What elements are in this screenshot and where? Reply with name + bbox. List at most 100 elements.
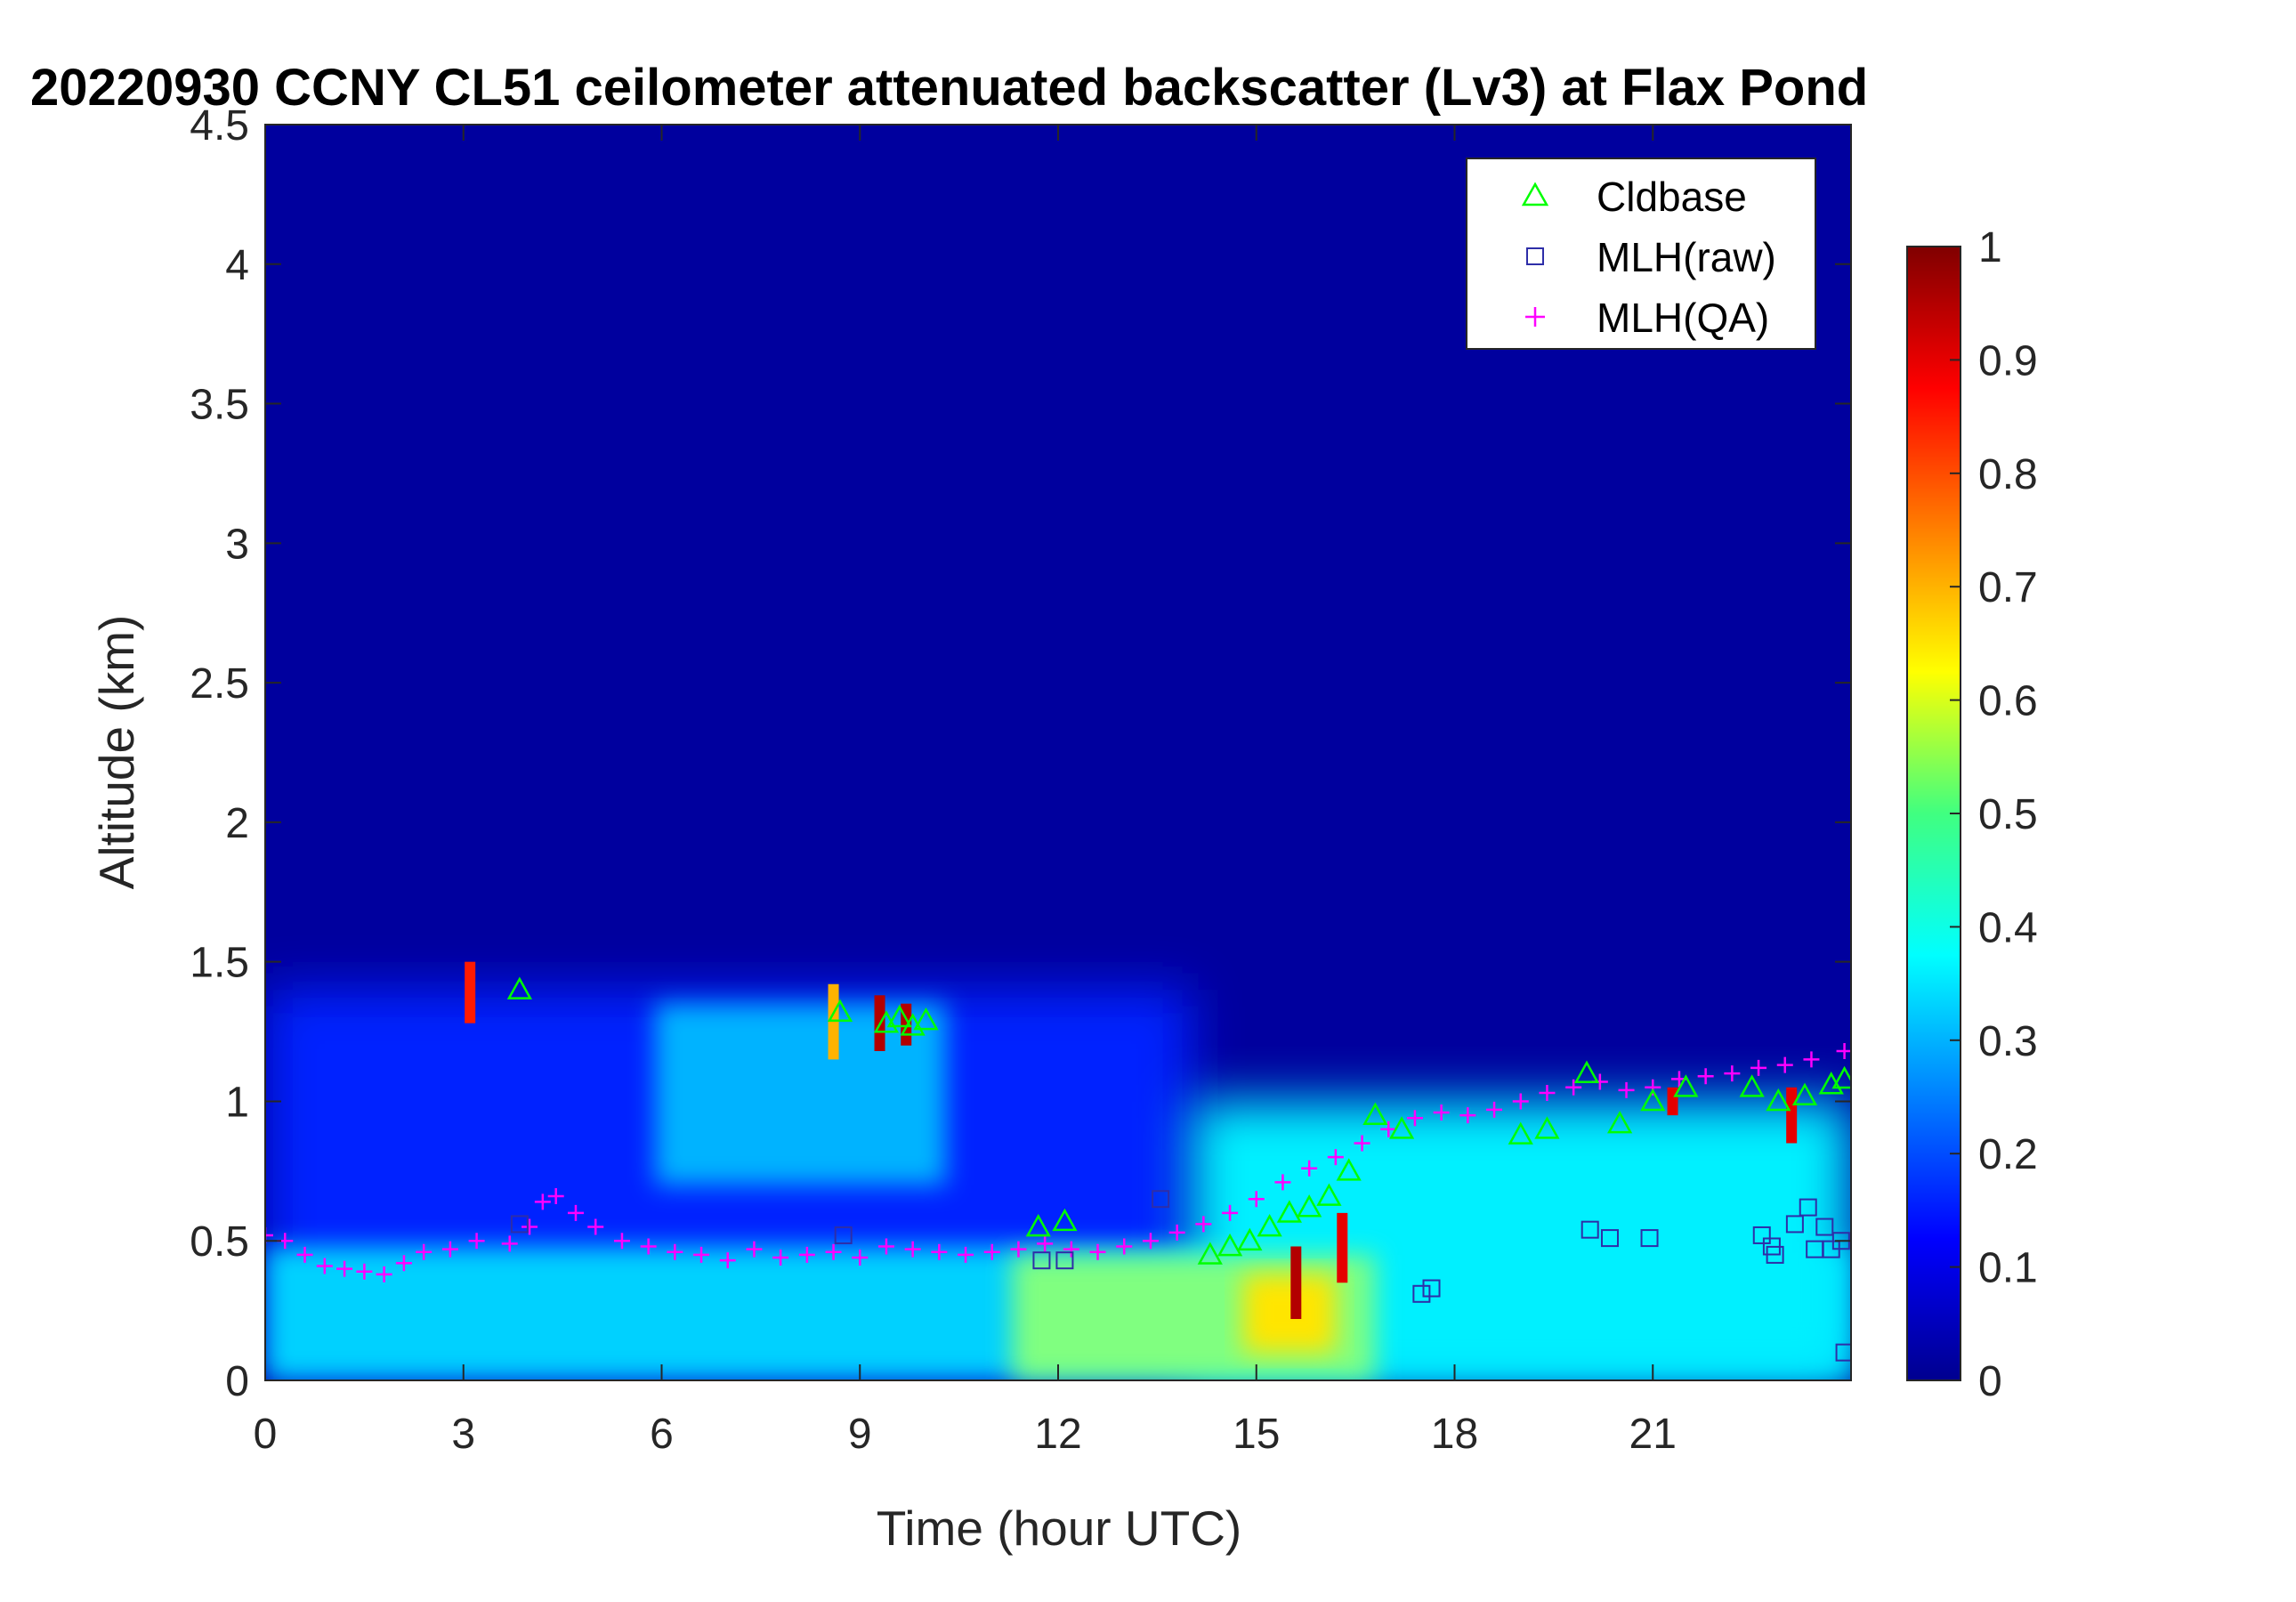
mlh-qa-marker (336, 1260, 353, 1277)
mlh-qa-marker (904, 1241, 921, 1258)
mlh-qa-marker (1116, 1238, 1133, 1255)
cldbase-marker (1276, 1200, 1303, 1223)
mlh-qa-marker (567, 1204, 584, 1221)
mlh-qa-marker (395, 1255, 412, 1272)
mlh-qa-marker (1037, 1235, 1054, 1252)
y-tick-label: 3 (225, 521, 249, 568)
y-tick-label: 4 (225, 242, 249, 289)
mlh-qa-marker (958, 1246, 974, 1263)
colorbar-tick-label: 0 (1978, 1358, 2002, 1405)
mlh-qa-marker (1539, 1085, 1556, 1102)
mlh-qa-marker (1380, 1121, 1397, 1137)
cldbase-marker (913, 1007, 939, 1031)
colorbar-tick-label: 0.2 (1978, 1131, 2038, 1178)
y-tick-label: 1.5 (190, 940, 249, 987)
mlh-qa-marker (376, 1266, 392, 1282)
mlh-raw-marker (1412, 1284, 1431, 1303)
y-tick-label: 2.5 (190, 660, 249, 708)
mlh-qa-marker (1406, 1110, 1423, 1127)
x-tick-label: 9 (848, 1411, 872, 1458)
mlh-qa-marker (798, 1246, 815, 1263)
cldbase-marker (1534, 1116, 1560, 1139)
mlh-qa-marker (468, 1233, 485, 1250)
colorbar-tick-label: 0.5 (1978, 791, 2038, 838)
mlh-qa-marker (640, 1238, 657, 1255)
mlh-qa-marker (1089, 1243, 1106, 1260)
cldbase-marker (1388, 1116, 1415, 1139)
colorbar: 0 0.1 0.2 0.3 0.4 0.5 0.6 0.7 0.8 0.9 1 (1906, 224, 2038, 1405)
y-axis-label: Altitude (km) (89, 615, 144, 890)
cldbase-marker (1673, 1074, 1699, 1097)
y-tick-label: 3.5 (190, 382, 249, 429)
mlh-qa-marker (772, 1250, 789, 1266)
mlh-qa-marker (1168, 1224, 1185, 1241)
x-axis: 0 3 6 9 12 15 18 21 (254, 125, 1677, 1458)
mlh-raw-marker (1785, 1215, 1804, 1234)
mlh-raw-marker (1055, 1251, 1074, 1270)
x-tick-label: 18 (1431, 1411, 1478, 1458)
mlh-qa-marker (521, 1218, 538, 1235)
cloud-feature (1290, 1246, 1302, 1320)
colorbar-tick-label: 0.3 (1978, 1018, 2038, 1065)
y-tick-label: 1 (225, 1079, 249, 1126)
mlh-qa-marker (746, 1241, 763, 1258)
mlh-qa-marker (667, 1243, 683, 1260)
cldbase-marker (1197, 1242, 1223, 1265)
mlh-qa-marker (825, 1243, 842, 1260)
y-tick-label: 4.5 (190, 102, 249, 150)
backscatter-region (655, 1003, 946, 1185)
mlh-qa-marker (534, 1193, 551, 1210)
mlh-qa-marker (1459, 1107, 1476, 1124)
cloud-feature (1337, 1212, 1348, 1283)
mlh-qa-marker (1565, 1079, 1582, 1096)
cldbase-marker (1791, 1082, 1818, 1106)
colorbar-ticks: 0 0.1 0.2 0.3 0.4 0.5 0.6 0.7 0.8 0.9 1 (1950, 224, 2038, 1405)
mlh-qa-marker (587, 1218, 604, 1235)
mlh-raw-marker (1600, 1229, 1619, 1248)
mlh-qa-marker (265, 1226, 273, 1243)
mlh-raw-marker (1422, 1279, 1441, 1298)
colorbar-tick-label: 0.9 (1978, 337, 2038, 384)
backscatter-region (1242, 1274, 1336, 1353)
mlh-qa-marker (1618, 1081, 1635, 1098)
cldbase-marker (1508, 1121, 1533, 1145)
mlh-qa-marker (441, 1241, 458, 1258)
cldbase-marker (1640, 1088, 1666, 1112)
cloud-feature (1786, 1087, 1798, 1144)
cldbase-marker (1336, 1158, 1362, 1181)
cloud-feature (828, 983, 839, 1060)
mlh-qa-marker (1354, 1135, 1370, 1152)
x-tick-label: 21 (1629, 1411, 1677, 1458)
mlh-qa-marker (1010, 1241, 1027, 1258)
cldbase-marker (1739, 1074, 1765, 1097)
legend: Cldbase MLH(raw) MLH(QA) (1466, 158, 1816, 350)
mlh-qa-marker (416, 1243, 433, 1260)
mlh-raw-marker (1799, 1198, 1817, 1217)
mlh-qa-marker (356, 1263, 373, 1280)
mlh-raw-marker (1762, 1237, 1781, 1256)
mlh-qa-marker (1248, 1191, 1265, 1208)
cldbase-marker (1217, 1233, 1243, 1257)
mlh-qa-marker (852, 1250, 869, 1266)
x-tick-label: 6 (650, 1411, 674, 1458)
cldbase-marker (506, 976, 532, 999)
cldbase-marker (1025, 1213, 1051, 1237)
mlh-raw-marker (510, 1215, 529, 1234)
mlh-qa-marker (1274, 1174, 1291, 1191)
y-tick-label: 0 (225, 1358, 249, 1405)
data-markers (265, 976, 1851, 1362)
mlh-qa-marker (931, 1243, 948, 1260)
mlh-qa-marker (719, 1252, 736, 1269)
mlh-qa-marker (501, 1235, 518, 1252)
cldbase-marker (1766, 1088, 1791, 1112)
legend-triangle-icon (1521, 182, 1549, 206)
cloud-feature (465, 961, 476, 1024)
x-axis-label: Time (hour UTC) (877, 1501, 1242, 1556)
colorbar-tick-label: 0.6 (1978, 678, 2038, 725)
x-tick-label: 0 (254, 1411, 278, 1458)
cldbase-marker (1052, 1208, 1078, 1232)
mlh-raw-marker (834, 1226, 853, 1244)
legend-label: Cldbase (1597, 174, 1747, 220)
mlh-qa-marker (1142, 1233, 1159, 1250)
